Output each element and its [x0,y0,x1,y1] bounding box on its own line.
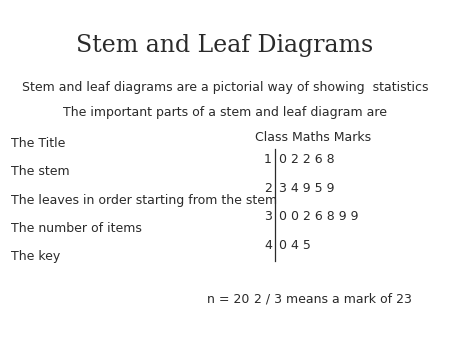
Text: The number of items: The number of items [11,222,142,235]
Text: 2 / 3 means a mark of 23: 2 / 3 means a mark of 23 [254,293,412,306]
Text: 0 2 2 6 8: 0 2 2 6 8 [279,153,335,166]
Text: The key: The key [11,250,60,263]
Text: The stem: The stem [11,165,70,178]
Text: 0 4 5: 0 4 5 [279,239,311,252]
Text: 3: 3 [264,211,272,223]
Text: n = 20: n = 20 [207,293,250,306]
Text: 4: 4 [264,239,272,252]
Text: The Title: The Title [11,137,66,150]
Text: 2: 2 [264,182,272,195]
Text: Stem and leaf diagrams are a pictorial way of showing  statistics: Stem and leaf diagrams are a pictorial w… [22,81,428,94]
Text: 3 4 9 5 9: 3 4 9 5 9 [279,182,334,195]
Text: The important parts of a stem and leaf diagram are: The important parts of a stem and leaf d… [63,106,387,119]
Text: The leaves in order starting from the stem: The leaves in order starting from the st… [11,194,277,207]
Text: Class Maths Marks: Class Maths Marks [255,131,371,144]
Text: Stem and Leaf Diagrams: Stem and Leaf Diagrams [76,34,373,57]
Text: 0 0 2 6 8 9 9: 0 0 2 6 8 9 9 [279,211,359,223]
Text: 1: 1 [264,153,272,166]
